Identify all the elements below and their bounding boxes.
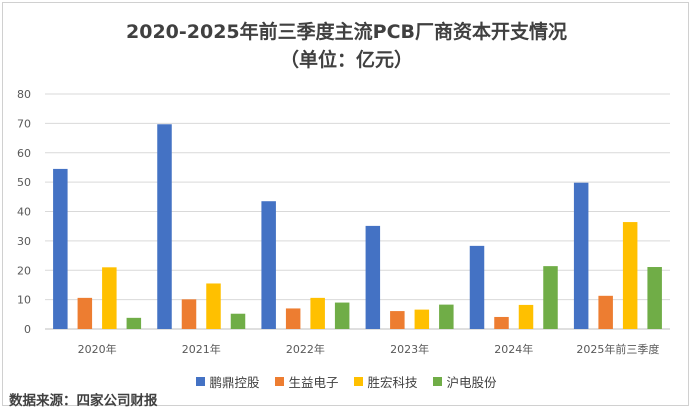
chart-title: 2020-2025年前三季度主流PCB厂商资本开支情况	[126, 21, 567, 43]
y-tick-label: 10	[17, 294, 31, 307]
legend-label-pengding: 鹏鼎控股	[209, 375, 260, 390]
bar	[414, 309, 430, 329]
bar	[334, 302, 350, 329]
legend-swatch-shengyi	[275, 377, 285, 386]
x-tick-label: 2022年	[286, 342, 325, 356]
bar	[102, 267, 117, 329]
y-tick-label: 70	[17, 117, 31, 130]
bar	[261, 201, 276, 329]
bar	[365, 225, 381, 329]
bar	[181, 299, 197, 329]
legend-item-shengyi: 生益电子	[275, 372, 339, 391]
y-tick-label: 20	[17, 264, 31, 277]
legend-swatch-pengding	[196, 377, 206, 386]
x-tick-label: 2025年前三季度	[576, 342, 659, 356]
bar	[77, 297, 93, 329]
bar	[53, 168, 68, 329]
y-tick-label: 50	[17, 176, 31, 189]
bar	[206, 283, 221, 329]
legend-item-pengding: 鹏鼎控股	[196, 372, 260, 391]
chart-subtitle: （单位：亿元）	[279, 49, 413, 71]
y-tick-label: 40	[17, 206, 31, 219]
bar	[439, 304, 454, 329]
bar	[647, 267, 662, 329]
x-tick-label: 2021年	[182, 342, 221, 356]
bar	[230, 313, 246, 329]
bar	[494, 316, 509, 329]
chart-frame	[2, 2, 689, 406]
bar	[469, 245, 485, 329]
bar	[573, 182, 589, 329]
legend-label-shenghong: 胜宏科技	[367, 375, 418, 390]
bar	[310, 297, 325, 329]
bar	[285, 308, 301, 329]
bar	[543, 266, 558, 329]
legend-swatch-shenghong	[354, 377, 364, 386]
data-source-note: 数据来源：四家公司财报	[9, 393, 158, 409]
x-tick-label: 2024年	[494, 342, 533, 356]
y-tick-label: 0	[24, 323, 31, 336]
legend-label-shengyi: 生益电子	[288, 375, 339, 390]
bar	[622, 222, 638, 329]
bar	[518, 304, 534, 329]
legend-item-hudian: 沪电股份	[433, 372, 497, 391]
bar	[598, 295, 613, 329]
bar	[157, 124, 172, 329]
legend-label-hudian: 沪电股份	[446, 375, 497, 390]
legend-item-shenghong: 胜宏科技	[354, 372, 418, 391]
legend-swatch-hudian	[433, 377, 443, 386]
x-tick-label: 2023年	[390, 342, 429, 356]
x-tick-label: 2020年	[78, 342, 117, 356]
bar	[390, 311, 405, 329]
bar	[126, 317, 142, 329]
legend: 鹏鼎控股 生益电子 胜宏科技 沪电股份	[0, 372, 693, 391]
y-tick-label: 30	[17, 235, 31, 248]
y-tick-label: 80	[17, 88, 31, 101]
y-tick-label: 60	[17, 147, 31, 160]
